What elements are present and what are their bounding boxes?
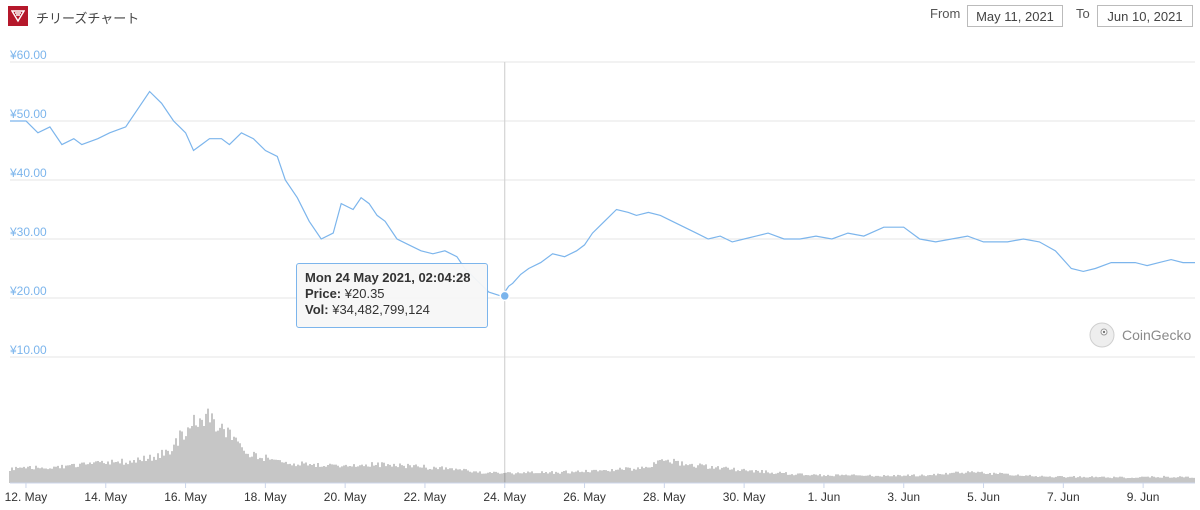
watermark-text: CoinGecko — [1122, 327, 1192, 343]
x-tick-label: 20. May — [324, 490, 367, 504]
x-tick-label: 12. May — [5, 490, 48, 504]
tooltip-price: Price: ¥20.35 — [305, 286, 385, 301]
volume-bars — [9, 408, 1195, 483]
x-tick-label: 22. May — [404, 490, 447, 504]
y-tick-label: ¥30.00 — [9, 225, 47, 239]
x-tick-label: 3. Jun — [887, 490, 920, 504]
y-tick-label: ¥20.00 — [9, 284, 47, 298]
hover-point — [499, 290, 510, 302]
x-tick-label: 26. May — [563, 490, 606, 504]
x-tick-label: 5. Jun — [967, 490, 1000, 504]
to-date-input[interactable]: Jun 10, 2021 — [1097, 5, 1193, 27]
grid-lines — [10, 61, 1195, 358]
tooltip-date: Mon 24 May 2021, 02:04:28 — [305, 270, 471, 285]
tooltip: Mon 24 May 2021, 02:04:28 Price: ¥20.35 … — [296, 263, 488, 328]
y-tick-label: ¥50.00 — [9, 107, 47, 121]
coingecko-watermark: CoinGecko — [1088, 321, 1191, 349]
x-tick-label: 24. May — [483, 490, 526, 504]
y-tick-label: ¥40.00 — [9, 166, 47, 180]
x-axis-labels: 12. May 14. May 16. May 18. May 20. May 22. M… — [5, 483, 1160, 504]
x-tick-label: 16. May — [164, 490, 207, 504]
from-date-input[interactable]: May 11, 2021 — [967, 5, 1063, 27]
y-tick-label: ¥10.00 — [9, 343, 47, 357]
x-tick-label: 28. May — [643, 490, 686, 504]
x-tick-label: 7. Jun — [1047, 490, 1080, 504]
x-tick-label: 9. Jun — [1127, 490, 1160, 504]
price-line — [10, 90, 1195, 297]
x-tick-label: 14. May — [84, 490, 127, 504]
from-label: From — [930, 6, 961, 21]
x-tick-label: 30. May — [723, 490, 766, 504]
chart-title: チリーズチャート — [36, 11, 140, 26]
chiliz-logo — [8, 6, 28, 26]
gecko-icon — [1089, 322, 1115, 348]
tooltip-volume: Vol: ¥34,482,799,124 — [305, 302, 430, 317]
y-tick-label: ¥60.00 — [9, 48, 47, 62]
x-tick-label: 1. Jun — [808, 490, 841, 504]
y-axis-labels: ¥10.00 ¥20.00 ¥30.00 ¥40.00 ¥50.00 ¥60.00 — [9, 48, 47, 357]
to-label: To — [1076, 6, 1090, 21]
x-tick-label: 18. May — [244, 490, 287, 504]
